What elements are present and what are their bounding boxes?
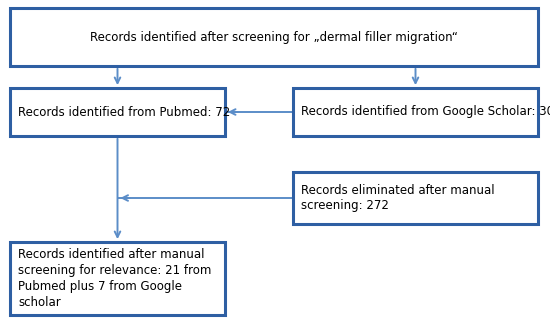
Text: Records eliminated after manual
screening: 272: Records eliminated after manual screenin… — [301, 183, 494, 213]
Bar — [10, 8, 538, 66]
Text: Records identified from Pubmed: 72: Records identified from Pubmed: 72 — [18, 106, 230, 119]
Text: Records identified after manual
screening for relevance: 21 from
Pubmed plus 7 f: Records identified after manual screenin… — [18, 248, 211, 309]
Bar — [10, 242, 225, 315]
Bar — [10, 88, 225, 136]
Bar — [293, 88, 538, 136]
Text: Records identified from Google Scholar: 300: Records identified from Google Scholar: … — [301, 106, 550, 119]
Bar — [293, 172, 538, 224]
Text: Records identified after screening for „dermal filler migration“: Records identified after screening for „… — [90, 30, 458, 44]
